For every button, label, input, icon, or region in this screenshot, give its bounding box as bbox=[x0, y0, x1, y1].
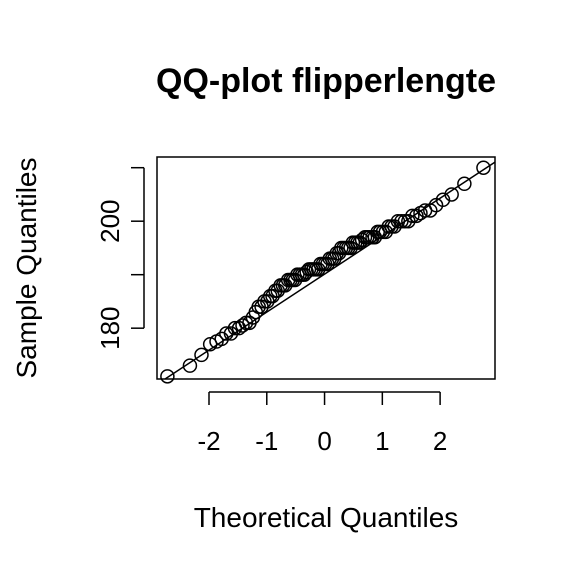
data-point bbox=[444, 187, 459, 202]
data-point bbox=[194, 347, 209, 363]
x-tick-label: 2 bbox=[433, 426, 447, 456]
x-axis-label: Theoretical Quantiles bbox=[194, 502, 459, 533]
x-tick-label: 0 bbox=[317, 426, 331, 456]
chart-title: QQ-plot flipperlengte bbox=[156, 62, 496, 100]
x-tick-label: -1 bbox=[255, 426, 278, 456]
data-point bbox=[390, 213, 406, 229]
data-point bbox=[182, 358, 198, 373]
x-tick-label: 1 bbox=[375, 426, 389, 456]
y-tick-label: 180 bbox=[95, 306, 125, 349]
data-point bbox=[405, 208, 420, 224]
data-point bbox=[160, 369, 175, 384]
data-point bbox=[457, 176, 472, 191]
y-axis-label: Sample Quantiles bbox=[11, 157, 42, 378]
data-points bbox=[160, 160, 491, 384]
data-point bbox=[202, 336, 218, 352]
x-tick-label: -2 bbox=[197, 426, 220, 456]
x-axis: -2 -1 0 1 2 bbox=[197, 391, 447, 456]
data-point bbox=[397, 213, 413, 229]
y-tick-label: 200 bbox=[95, 199, 125, 242]
data-point bbox=[476, 160, 491, 175]
y-axis: 180 200 bbox=[95, 166, 145, 350]
data-point bbox=[235, 318, 250, 333]
plot-frame bbox=[156, 156, 496, 380]
